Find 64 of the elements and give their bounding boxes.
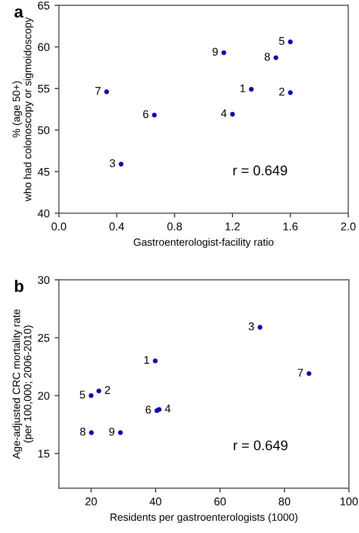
point — [221, 50, 226, 56]
x-tick-label: 0.0 — [52, 222, 66, 230]
point — [306, 371, 312, 376]
text: b — [15, 280, 24, 292]
annotation: 4 — [221, 109, 227, 118]
point — [154, 408, 160, 414]
annotation: 1 — [240, 84, 246, 92]
x-tick-label: 40 — [150, 498, 162, 506]
annotation: 6 — [143, 110, 148, 118]
annotation: 9 — [212, 48, 218, 56]
y-tick-label: 30 — [38, 276, 50, 284]
x-tick-label: 60 — [214, 498, 226, 506]
annotation: 3 — [248, 322, 254, 330]
annotation: 6 — [146, 406, 151, 414]
y-tick-label: 55 — [38, 84, 50, 93]
point — [258, 324, 262, 330]
annotation: 5 — [80, 390, 86, 399]
annotation: 2 — [104, 386, 110, 394]
y-axis-title: Age-adjusted CRC mortality rate (per 100,000; 2006-2010) — [12, 310, 34, 459]
annotation: 4 — [164, 404, 171, 412]
x-tick-label: 2.0 — [341, 222, 356, 230]
x-tick-label: 100 — [340, 498, 358, 506]
x-tick-label: 0.4 — [109, 222, 124, 230]
y-tick-label: 65 — [38, 2, 50, 10]
x-tick-label: 1.6 — [283, 222, 298, 230]
y-tick-label: 60 — [38, 43, 50, 52]
x-tick-label: 0.8 — [167, 222, 182, 230]
y-tick-label: 25 — [38, 334, 50, 342]
point — [273, 55, 278, 60]
point — [248, 86, 254, 92]
y-tick-label: 45 — [38, 168, 50, 176]
annotation: 7 — [95, 87, 101, 95]
y-tick-label: 20 — [38, 392, 50, 400]
point — [152, 358, 158, 364]
y-tick-label: 15 — [38, 450, 50, 458]
text: a — [14, 8, 24, 18]
point — [89, 430, 94, 436]
annotation: 8 — [264, 52, 270, 61]
point — [104, 89, 110, 94]
annotation: r = 0.649 — [234, 440, 288, 450]
x-tick-label: 1.2 — [226, 222, 240, 230]
point — [152, 112, 157, 118]
x-axis-title: Gastroenterologist-facility ratio — [134, 238, 274, 248]
annotation: 5 — [279, 37, 284, 45]
x-axis-title: Residents per gastroenterologists (1000) — [110, 513, 298, 523]
point — [118, 430, 123, 436]
annotation: 3 — [110, 159, 116, 168]
x-tick-label: 80 — [278, 498, 290, 506]
point — [118, 162, 124, 167]
annotation: 8 — [80, 428, 86, 436]
point — [88, 393, 94, 398]
annotation: 7 — [298, 368, 303, 376]
point — [288, 40, 293, 44]
point — [96, 388, 102, 394]
point — [288, 90, 293, 96]
y-axis-title: % (age 50+) who had colonoscopy or sigmoidoscopy — [12, 17, 34, 202]
y-tick-label: 50 — [38, 126, 50, 134]
x-tick-label: 20 — [85, 498, 97, 506]
annotation: r = 0.649 — [233, 166, 288, 176]
annotation: 9 — [109, 428, 114, 436]
annotation: 2 — [279, 88, 284, 96]
annotation: 1 — [144, 356, 150, 364]
point — [230, 112, 235, 117]
y-tick-label: 40 — [38, 209, 50, 218]
